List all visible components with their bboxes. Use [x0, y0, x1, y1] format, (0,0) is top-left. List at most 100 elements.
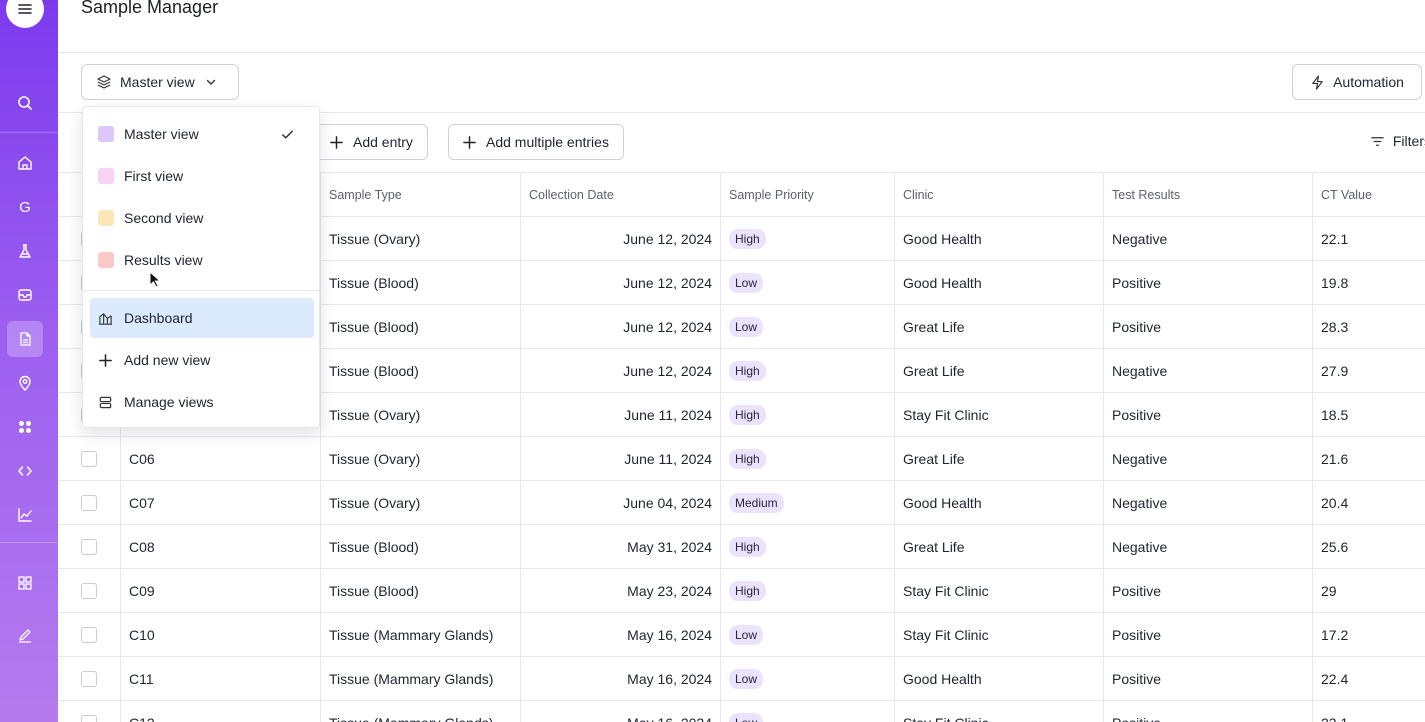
- clinic-cell[interactable]: Stay Fit Clinic: [895, 569, 1104, 613]
- row-checkbox[interactable]: [81, 583, 97, 599]
- table-row[interactable]: C10 Tissue (Mammary Glands) May 16, 2024 Lo…: [58, 613, 1425, 657]
- collection-date-cell[interactable]: June 12, 2024: [521, 261, 721, 305]
- sidebar-item-edit[interactable]: [9, 619, 41, 651]
- sample-type-cell[interactable]: Tissue (Blood): [321, 525, 521, 569]
- automation-button[interactable]: Automation: [1292, 64, 1422, 100]
- sidebar-item-code[interactable]: [9, 455, 41, 487]
- sample-priority-cell[interactable]: High: [721, 569, 895, 613]
- table-row[interactable]: C12Tissue (Mammary Glands)May 16, 2024 Lo…: [58, 701, 1425, 722]
- sample-type-cell[interactable]: Tissue (Mammary Glands): [321, 701, 521, 722]
- sidebar-item-apps[interactable]: [9, 411, 41, 443]
- sample-type-cell[interactable]: Tissue (Ovary): [321, 217, 521, 261]
- collection-date-cell[interactable]: June 12, 2024: [521, 217, 721, 261]
- collection-date-cell[interactable]: June 11, 2024: [521, 393, 721, 437]
- table-row[interactable]: Tissue (Ovary) June 11, 2024 High Stay Fit …: [58, 393, 1425, 437]
- view-option-master[interactable]: Master view: [90, 114, 314, 154]
- sample-type-cell[interactable]: Tissue (Ovary): [321, 481, 521, 525]
- sample-priority-cell[interactable]: High: [721, 437, 895, 481]
- clinic-cell[interactable]: Stay Fit Clinic: [895, 701, 1104, 722]
- sidebar-item-home[interactable]: [9, 147, 41, 179]
- view-option-second[interactable]: Second view: [90, 198, 314, 238]
- sidebar-item-grid[interactable]: [9, 567, 41, 599]
- clinic-cell[interactable]: Good Health: [895, 657, 1104, 701]
- menu-item-manage-views[interactable]: Manage views: [90, 382, 314, 422]
- sample-priority-cell[interactable]: High: [721, 525, 895, 569]
- sidebar-item-document[interactable]: [7, 321, 43, 357]
- sample-type-cell[interactable]: Tissue (Blood): [321, 261, 521, 305]
- sample-id-cell[interactable]: C12: [121, 701, 321, 722]
- view-option-first[interactable]: First view: [90, 156, 314, 196]
- column-header-test-results[interactable]: Test Results: [1104, 173, 1313, 216]
- row-checkbox[interactable]: [81, 671, 97, 687]
- sample-type-cell[interactable]: Tissue (Ovary): [321, 393, 521, 437]
- sample-id-cell[interactable]: C11: [121, 657, 321, 701]
- sample-id-cell[interactable]: C09: [121, 569, 321, 613]
- ct-value-cell[interactable]: 27.9: [1321, 363, 1349, 379]
- sample-priority-cell[interactable]: High: [721, 393, 895, 437]
- row-checkbox[interactable]: [81, 715, 97, 722]
- clinic-cell[interactable]: Great Life: [895, 437, 1104, 481]
- ct-value-cell[interactable]: 25.6: [1321, 539, 1349, 555]
- ct-value-cell[interactable]: 28.3: [1321, 319, 1349, 335]
- sample-priority-cell[interactable]: High: [721, 349, 895, 393]
- collection-date-cell[interactable]: May 16, 2024: [521, 701, 721, 722]
- menu-item-add-new-view[interactable]: Add new view: [90, 340, 314, 380]
- clinic-cell[interactable]: Good Health: [895, 217, 1104, 261]
- sidebar-item-lab[interactable]: [9, 235, 41, 267]
- collection-date-cell[interactable]: June 12, 2024: [521, 305, 721, 349]
- table-row[interactable]: C11 Tissue (Mammary Glands) May 16, 2024 Lo…: [58, 657, 1425, 701]
- collection-date-cell[interactable]: June 12, 2024: [521, 349, 721, 393]
- menu-item-dashboard[interactable]: Dashboard: [90, 298, 314, 338]
- sample-type-cell[interactable]: Tissue (Ovary): [321, 437, 521, 481]
- row-checkbox[interactable]: [81, 539, 97, 555]
- table-row[interactable]: Tissue (Blood) June 12, 2024 Low Great Life…: [58, 305, 1425, 349]
- ct-value-cell[interactable]: 21.6: [1321, 451, 1349, 467]
- ct-value-cell[interactable]: 29: [1321, 583, 1337, 599]
- sample-type-cell[interactable]: Tissue (Blood): [321, 305, 521, 349]
- collection-date-cell[interactable]: June 11, 2024: [521, 437, 721, 481]
- sample-id-cell[interactable]: [121, 217, 321, 261]
- table-row[interactable]: C09 Tissue (Blood) May 23, 2024 High Stay Fi…: [58, 569, 1425, 613]
- sidebar-item-location[interactable]: [9, 367, 41, 399]
- clinic-cell[interactable]: Stay Fit Clinic: [895, 393, 1104, 437]
- ct-value-cell[interactable]: 18.5: [1321, 407, 1349, 423]
- collection-date-cell[interactable]: May 16, 2024: [521, 613, 721, 657]
- sample-id-cell[interactable]: [121, 349, 321, 393]
- collection-date-cell[interactable]: June 04, 2024: [521, 481, 721, 525]
- sample-priority-cell[interactable]: Low: [721, 305, 895, 349]
- test-result-cell[interactable]: Positive: [1104, 613, 1313, 657]
- collection-date-cell[interactable]: May 16, 2024: [521, 657, 721, 701]
- sample-id-cell[interactable]: C08: [121, 525, 321, 569]
- test-result-cell[interactable]: Positive: [1104, 261, 1313, 305]
- sample-id-cell[interactable]: [121, 305, 321, 349]
- ct-value-cell[interactable]: 22.1: [1321, 231, 1349, 247]
- clinic-cell[interactable]: Great Life: [895, 349, 1104, 393]
- filters-button[interactable]: Filters: [1370, 133, 1425, 149]
- sample-priority-cell[interactable]: Low: [721, 657, 895, 701]
- clinic-cell[interactable]: Great Life: [895, 525, 1104, 569]
- sample-priority-cell[interactable]: Low: [721, 701, 895, 722]
- table-row[interactable]: C06 Tissue (Ovary) June 11, 2024 High Great …: [58, 437, 1425, 481]
- clinic-cell[interactable]: Great Life: [895, 305, 1104, 349]
- row-checkbox[interactable]: [81, 451, 97, 467]
- test-result-cell[interactable]: Negative: [1104, 481, 1313, 525]
- sample-type-cell[interactable]: Tissue (Blood): [321, 569, 521, 613]
- column-header-collection-date[interactable]: Collection Date: [521, 173, 721, 216]
- test-result-cell[interactable]: Positive: [1104, 305, 1313, 349]
- table-row[interactable]: Tissue (Blood) June 12, 2024 High Great Lif…: [58, 349, 1425, 393]
- menu-button[interactable]: [6, 0, 44, 28]
- sample-priority-cell[interactable]: Low: [721, 261, 895, 305]
- column-header-ct-value[interactable]: CT Value: [1321, 187, 1372, 202]
- column-header-sample-type[interactable]: Sample Type: [321, 173, 521, 216]
- ct-value-cell[interactable]: 22.4: [1321, 671, 1349, 687]
- test-result-cell[interactable]: Negative: [1104, 525, 1313, 569]
- sample-id-cell[interactable]: C06: [121, 437, 321, 481]
- view-select[interactable]: Master view: [81, 64, 239, 100]
- sidebar-item-inbox[interactable]: [9, 279, 41, 311]
- sidebar-item-search[interactable]: [9, 87, 41, 119]
- collection-date-cell[interactable]: May 31, 2024: [521, 525, 721, 569]
- add-entry-button[interactable]: Add entry: [315, 124, 428, 160]
- sample-id-cell[interactable]: [121, 261, 321, 305]
- table-row[interactable]: C07 Tissue (Ovary) June 04, 2024 Medium Good…: [58, 481, 1425, 525]
- test-result-cell[interactable]: Negative: [1104, 217, 1313, 261]
